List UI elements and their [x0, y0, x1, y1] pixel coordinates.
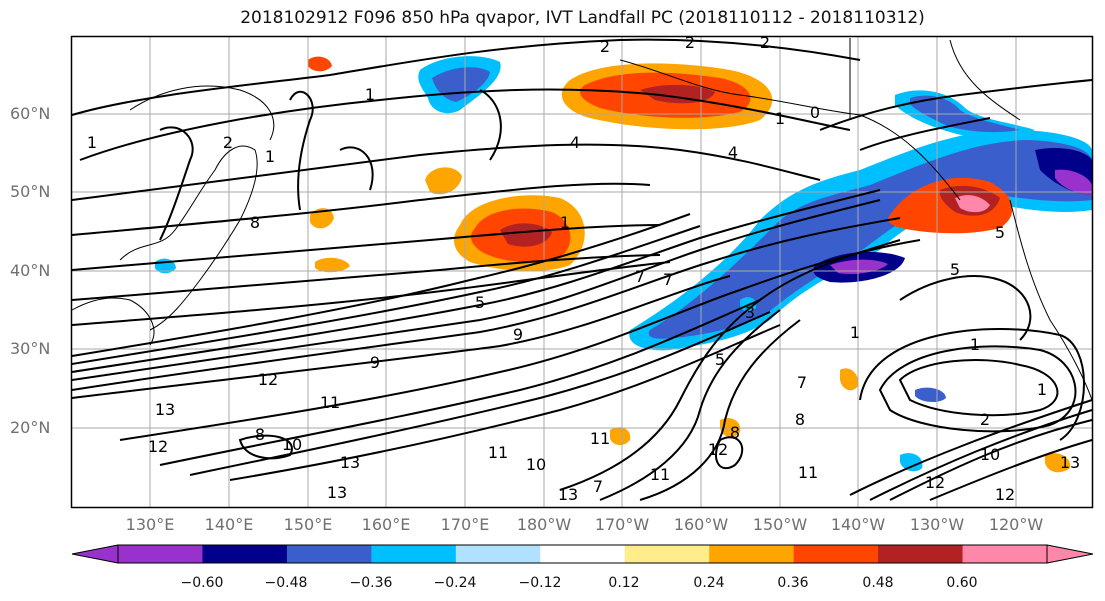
colorbar-tick-5: −0.12	[518, 575, 562, 591]
lat-label-40n: 40°N	[10, 261, 51, 280]
contour-label: 10	[282, 435, 302, 454]
colorbar-tick-4: −0.24	[433, 575, 477, 591]
colorbar-segment	[202, 545, 288, 563]
contour-label: 10	[526, 455, 546, 474]
contour-label: 8	[250, 213, 260, 232]
colorbar-segment	[878, 545, 964, 563]
colorbar-max-extension	[1046, 544, 1094, 564]
lon-label-140w: 140°W	[830, 515, 886, 534]
contour-label: 13	[155, 400, 175, 419]
contour-label: 2	[980, 410, 990, 429]
contour-label: 7	[663, 270, 673, 289]
contour-label: 1	[1037, 380, 1047, 399]
colorbar-tick-7: 0.24	[693, 575, 725, 591]
contour-label: 1	[365, 85, 375, 104]
contour-label: 7	[635, 267, 645, 286]
contour-label: 12	[925, 473, 945, 492]
colorbar-segment	[286, 545, 372, 563]
lon-label-130e: 130°E	[125, 515, 175, 534]
map-title: 2018102912 F096 850 hPa qvapor, IVT Land…	[240, 8, 925, 28]
ivt-contours	[71, 38, 1093, 501]
contour-label: 12	[708, 440, 728, 459]
contour-label: 11	[650, 465, 670, 484]
lon-label-170w: 170°W	[594, 515, 650, 534]
colorbar-tick-3: −0.36	[349, 575, 393, 591]
contour-label: 7	[797, 373, 807, 392]
colorbar-segment	[793, 545, 879, 563]
colorbar-segment	[624, 545, 710, 563]
colorbar-tick-10: 0.60	[946, 575, 978, 591]
colorbar-tick-1: −0.60	[180, 575, 224, 591]
contour-label: 8	[255, 425, 265, 444]
contour-label: 2	[685, 33, 695, 52]
contour-label: 8	[795, 410, 805, 429]
contour-label: 1	[775, 109, 785, 128]
lon-label-180w: 180°W	[516, 515, 572, 534]
contour-label: 13	[327, 483, 347, 502]
contour-label: 5	[950, 260, 960, 279]
contour-label: 13	[1060, 453, 1080, 472]
moisture-anomaly-fills	[155, 56, 1092, 473]
colorbar-segment	[118, 545, 203, 563]
colorbar-min-extension	[71, 544, 119, 564]
colorbar-tick-2: −0.48	[264, 575, 308, 591]
contour-label: 2	[600, 37, 610, 56]
contour-label: 9	[370, 353, 380, 372]
colorbar-tick-9: 0.48	[862, 575, 894, 591]
contour-label: 12	[995, 485, 1015, 504]
colorbar-tick-6: 0.12	[608, 575, 640, 591]
contour-label: 1	[265, 147, 275, 166]
contour-label: 13	[558, 485, 578, 504]
lon-label-130w: 130°W	[909, 515, 965, 534]
contour-label: 10	[980, 445, 1000, 464]
lon-label-150e: 150°E	[283, 515, 333, 534]
contour-label: 5	[715, 350, 725, 369]
contour-label: 2	[223, 133, 233, 152]
contour-label: 2	[760, 33, 770, 52]
colorbar-segment	[709, 545, 795, 563]
contour-label: 11	[488, 443, 508, 462]
lon-label-120w: 120°W	[988, 515, 1044, 534]
colorbar-tick-8: 0.36	[777, 575, 809, 591]
lon-label-160e: 160°E	[361, 515, 411, 534]
contour-label: 8	[730, 423, 740, 442]
contour-label: 5	[995, 223, 1005, 242]
lon-label-170e: 170°E	[440, 515, 490, 534]
contour-label: 11	[590, 429, 610, 448]
lon-label-140e: 140°E	[204, 515, 254, 534]
colorbar-segment	[962, 545, 1048, 563]
contour-label: 5	[475, 293, 485, 312]
contour-label: 1	[970, 335, 980, 354]
contour-label: 12	[258, 370, 278, 389]
colorbar	[71, 544, 1094, 564]
contour-label: 11	[798, 463, 818, 482]
colorbar-segment	[371, 545, 457, 563]
contour-label: 7	[593, 477, 603, 496]
contour-label: 13	[340, 453, 360, 472]
contour-label: 4	[570, 133, 580, 152]
contour-label: 9	[513, 325, 523, 344]
colorbar-segment	[455, 545, 541, 563]
contour-label: 1	[560, 213, 570, 232]
contour-label: 12	[148, 437, 168, 456]
lat-label-20n: 20°N	[10, 418, 51, 437]
contour-label: 11	[320, 393, 340, 412]
contour-label: 1	[850, 323, 860, 342]
lon-label-150w: 150°W	[752, 515, 808, 534]
contour-label: 3	[745, 303, 755, 322]
colorbar-frame	[117, 544, 1048, 564]
coastlines	[71, 38, 1093, 401]
lat-label-60n: 60°N	[10, 104, 51, 123]
contour-label: 0	[810, 103, 820, 122]
lat-label-50n: 50°N	[10, 182, 51, 201]
lat-label-30n: 30°N	[10, 339, 51, 358]
contour-label: 1	[87, 133, 97, 152]
colorbar-segment	[540, 545, 626, 563]
contour-label: 4	[728, 143, 738, 162]
lon-label-160w: 160°W	[673, 515, 729, 534]
